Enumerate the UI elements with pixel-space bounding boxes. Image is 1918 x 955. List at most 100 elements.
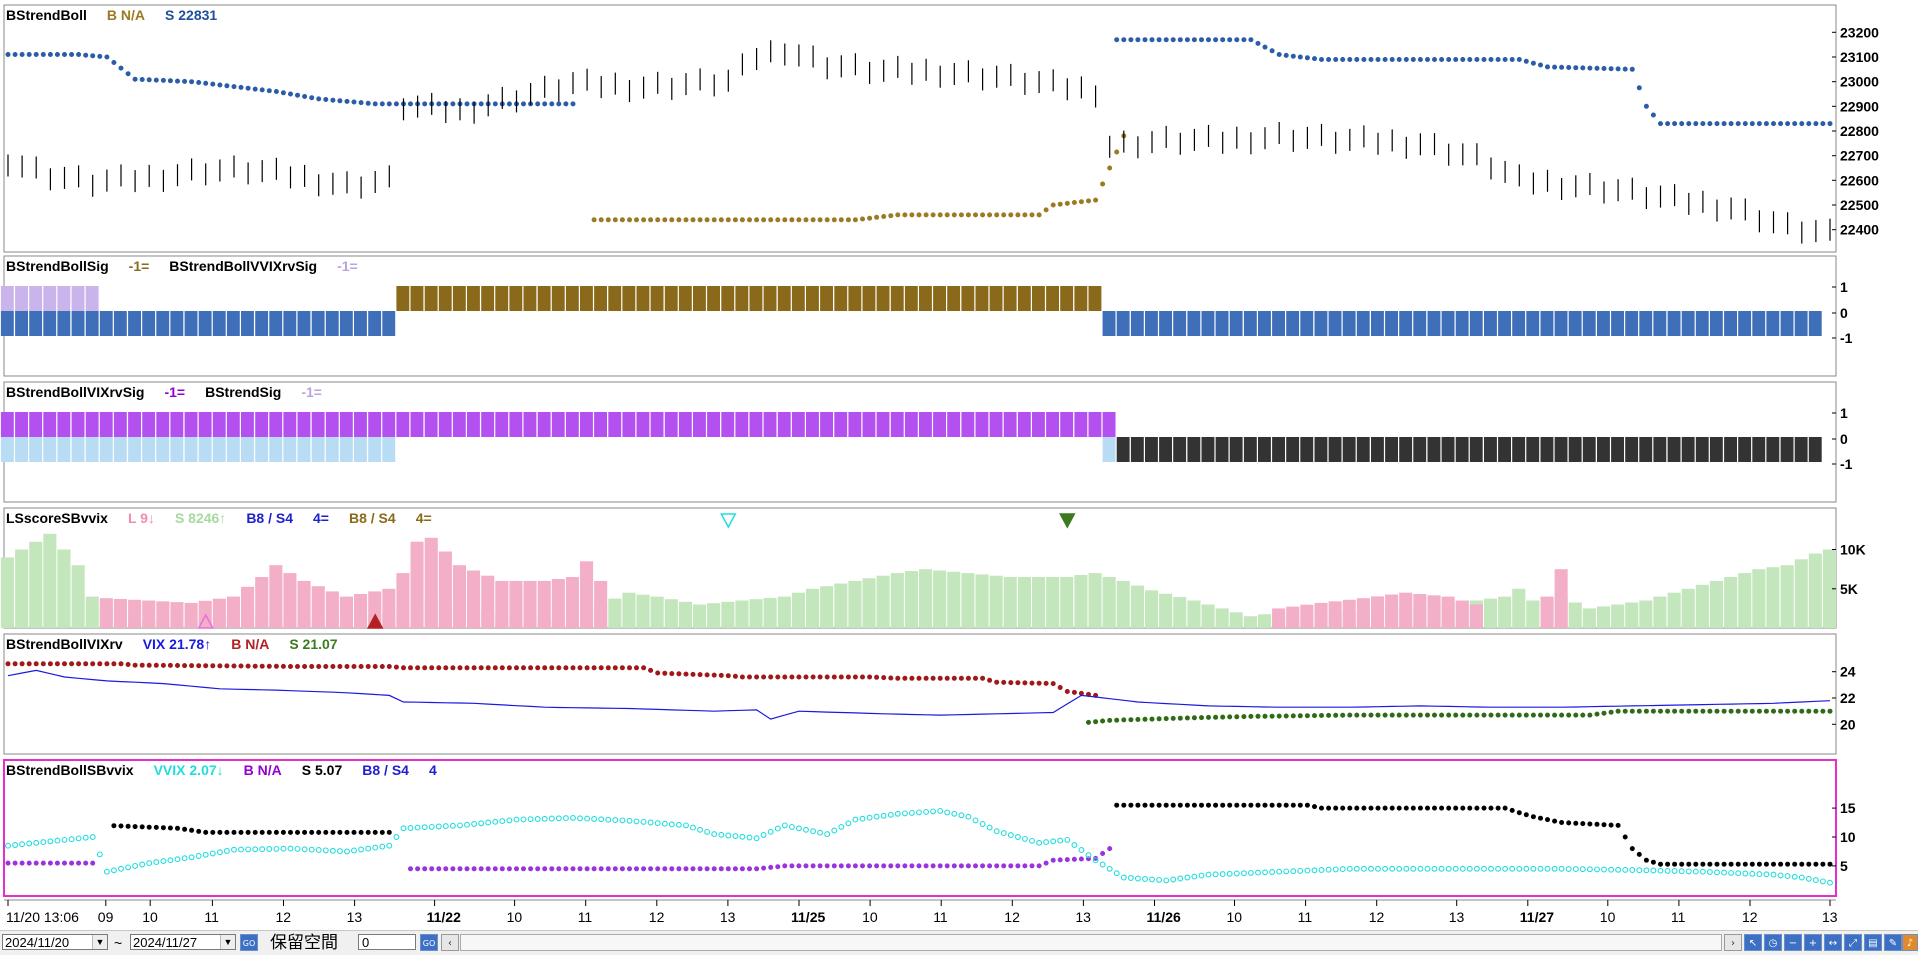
signal-bar: [1738, 311, 1752, 336]
series-dot: [54, 837, 61, 844]
series-dot: [626, 866, 632, 872]
signal-bar: [43, 311, 57, 336]
signal-bar: [650, 412, 664, 437]
series-dot: [61, 51, 67, 57]
zoom-out-icon[interactable]: −: [1784, 934, 1802, 951]
signal-bar: [509, 412, 523, 437]
series-dot: [1566, 65, 1572, 71]
series-dot: [810, 863, 816, 869]
series-dot: [1671, 868, 1678, 874]
series-dot: [852, 674, 858, 680]
score-bar: [156, 601, 170, 628]
chevron-down-icon[interactable]: ▼: [92, 935, 107, 949]
score-bar: [1201, 604, 1215, 628]
clock-icon[interactable]: ◷: [1764, 934, 1782, 951]
signal-bar: [410, 412, 424, 437]
zoom-fit-icon[interactable]: ↖: [1744, 934, 1762, 951]
go-button-2[interactable]: GO: [420, 934, 438, 951]
score-bar: [594, 580, 608, 628]
series-dot: [1636, 85, 1642, 91]
series-dot: [47, 838, 54, 845]
series-dot: [831, 217, 837, 223]
series-dot: [732, 833, 739, 840]
series-dot: [1425, 805, 1431, 811]
signal-bar: [1611, 311, 1624, 336]
series-dot: [386, 663, 392, 669]
series-dot: [1128, 717, 1134, 723]
panel-marks: [5, 661, 1833, 725]
print-icon[interactable]: ▤: [1864, 934, 1882, 951]
signal-bar: [1625, 437, 1639, 462]
series-dot: [1134, 875, 1141, 882]
panel-frame[interactable]: [3, 759, 1837, 897]
date-to-select[interactable]: 2024/11/27 ▼: [130, 934, 236, 950]
settings-icon[interactable]: ✎: [1884, 934, 1902, 951]
series-dot: [944, 212, 950, 218]
signal-bar: [43, 412, 57, 437]
signal-bar: [947, 286, 961, 311]
panel-label: -1=: [164, 384, 185, 400]
series-dot: [309, 663, 315, 669]
series-dot: [12, 661, 18, 667]
series-dot: [1149, 716, 1155, 722]
scroll-left-button[interactable]: ‹: [441, 934, 459, 951]
x-tick-label: 11: [204, 909, 219, 925]
series-dot: [1199, 37, 1205, 43]
series-dot: [774, 825, 781, 832]
series-dot: [1199, 802, 1205, 808]
x-tick-label: 10: [1600, 909, 1616, 925]
score-bar: [1342, 599, 1356, 628]
series-dot: [683, 217, 689, 223]
score-bar: [509, 580, 523, 628]
series-dot: [1008, 680, 1014, 686]
series-dot: [867, 863, 873, 869]
series-dot: [1269, 48, 1275, 54]
score-bar: [1229, 612, 1243, 628]
score-bar: [848, 580, 862, 628]
series-dot: [1700, 861, 1706, 867]
series-dot: [1227, 37, 1233, 43]
series-dot: [1820, 708, 1826, 714]
series-dot: [54, 860, 60, 866]
signal-bar: [1709, 311, 1723, 336]
series-dot: [1107, 846, 1113, 852]
scroll-right-button[interactable]: ›: [1724, 934, 1742, 951]
signal-bar: [1681, 311, 1695, 336]
series-dot: [965, 212, 971, 218]
series-dot: [5, 842, 11, 849]
signal-bar: [636, 412, 650, 437]
panel-marks: [5, 802, 1833, 886]
reserve-space-input[interactable]: 0: [358, 934, 416, 950]
panel-label: 4: [429, 762, 437, 778]
signal-bar: [1102, 311, 1116, 336]
series-dot: [1241, 802, 1247, 808]
series-dot: [648, 667, 654, 673]
series-dot: [1100, 181, 1106, 187]
series-dot: [662, 670, 668, 676]
series-dot: [1043, 860, 1049, 866]
go-button[interactable]: GO: [240, 934, 258, 951]
panel-frame[interactable]: [3, 4, 1837, 253]
zoom-in-icon[interactable]: +: [1804, 934, 1822, 951]
series-dot: [1544, 865, 1551, 872]
series-dot: [1601, 66, 1607, 72]
series-dot: [1248, 713, 1254, 719]
date-from-select[interactable]: 2024/11/20 ▼: [2, 934, 108, 950]
series-dot: [1431, 865, 1438, 872]
alert-bell-icon[interactable]: ♪: [1902, 934, 1918, 951]
series-dot: [309, 829, 315, 835]
panel-frame[interactable]: [3, 633, 1837, 755]
series-dot: [280, 663, 286, 669]
horizontal-scrollbar[interactable]: [460, 934, 1722, 951]
series-dot: [944, 809, 951, 816]
series-dot: [556, 101, 562, 107]
score-bar: [1356, 598, 1370, 628]
y-tick-label: 23000: [1840, 74, 1879, 90]
signal-bar: [1441, 311, 1455, 336]
crosshair-icon[interactable]: ↔: [1824, 934, 1842, 951]
chevron-down-icon[interactable]: ▼: [220, 935, 235, 949]
expand-icon[interactable]: ⤢: [1844, 934, 1862, 951]
series-dot: [1763, 121, 1769, 127]
series-dot: [83, 860, 89, 866]
signal-bar: [890, 286, 904, 311]
